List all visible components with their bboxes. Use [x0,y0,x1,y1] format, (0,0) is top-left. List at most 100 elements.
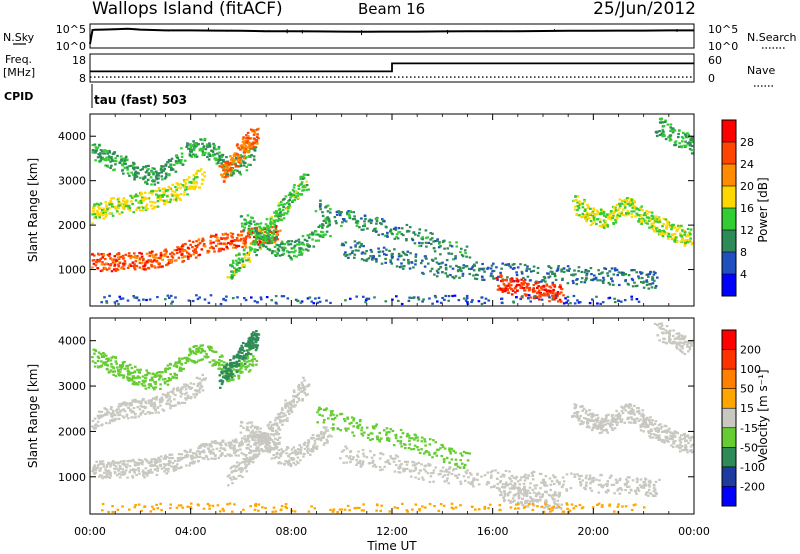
data-cell [535,492,538,495]
data-cell [544,280,547,283]
data-cell [380,262,384,265]
data-cell [517,493,521,496]
data-cell [620,210,624,214]
nsky-series-line [89,27,694,45]
data-cell [299,452,302,455]
data-cell [270,241,274,244]
data-cell [105,465,109,468]
data-cell [259,227,262,230]
data-cell [648,485,651,488]
data-cell [258,237,261,240]
data-cell [632,210,636,213]
data-cell [241,245,244,249]
data-cell [132,195,135,198]
data-cell [409,296,413,299]
data-cell [373,454,376,457]
data-cell [270,447,273,450]
data-cell [519,478,522,482]
data-cell [689,233,692,236]
data-cell [239,239,242,242]
data-cell [278,254,282,257]
data-cell [536,292,539,295]
data-cell [558,481,561,484]
data-cell [297,383,301,387]
data-cell [362,245,365,248]
data-cell [307,440,311,443]
data-cell [222,167,226,170]
data-cell [110,197,113,200]
data-cell [127,252,131,255]
data-cell [169,159,173,162]
data-cell [256,223,260,226]
data-cell [138,472,141,475]
data-cell [302,390,305,393]
data-cell [371,461,375,464]
data-cell [623,299,627,302]
data-cell [521,286,524,289]
data-cell [322,433,326,436]
data-cell [207,301,211,304]
data-cell [187,147,190,150]
data-cell [122,470,125,473]
data-cell [254,450,257,453]
data-cell [463,479,467,482]
data-cell [622,271,625,275]
data-cell [672,223,675,226]
data-cell [250,233,253,236]
data-cell [295,460,299,463]
data-cell [486,471,490,474]
data-cell [296,456,300,459]
data-cell [259,248,262,251]
data-cell [618,477,622,480]
data-cell [508,476,511,479]
data-cell [234,169,237,172]
data-cell [516,480,520,483]
data-cell [201,178,205,181]
data-cell [599,302,602,305]
data-cell [98,153,102,156]
data-cell [150,465,154,468]
data-cell [132,211,135,214]
data-cell [432,247,436,250]
data-cell [233,470,236,473]
data-cell [198,148,202,151]
data-cell [437,268,441,271]
data-cell [297,196,300,199]
data-cell [166,294,170,297]
data-cell [344,255,348,258]
data-cell [96,267,100,270]
data-cell [185,464,188,467]
data-cell [406,460,409,463]
data-cell [303,391,307,395]
data-cell [288,412,291,416]
data-cell [432,480,435,483]
data-cell [545,491,548,494]
data-cell [541,494,544,497]
data-cell [251,130,254,133]
data-cell [611,280,614,283]
data-cell [400,227,404,230]
data-cell [628,200,632,203]
data-cell [427,241,430,244]
data-cell [634,490,637,493]
data-cell [674,240,677,243]
data-cell [134,172,137,175]
data-cell [525,501,529,504]
data-cell [332,418,336,421]
data-cell [387,461,390,465]
data-cell [241,475,244,479]
data-cell [272,440,276,443]
data-cell [297,397,300,400]
data-cell [277,426,280,429]
data-cell [557,265,560,268]
data-cell [123,471,127,474]
data-cell [131,164,135,167]
data-cell [651,276,654,279]
data-cell [202,239,205,242]
data-cell [683,233,686,236]
data-cell [220,155,224,158]
data-cell [531,290,535,293]
data-cell [618,479,622,482]
data-cell [301,235,305,238]
data-cell [104,215,108,218]
